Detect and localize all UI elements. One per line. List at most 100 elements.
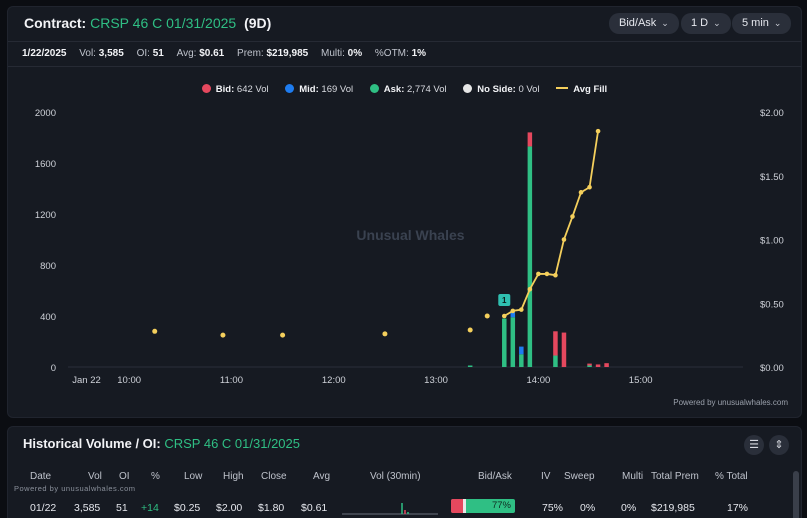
column-header[interactable]: % [151, 471, 160, 482]
column-header[interactable]: Avg [313, 471, 331, 482]
contract-title: Contract: CRSP 46 C 01/31/2025 (9D) [24, 15, 271, 31]
settings-sliders-icon[interactable]: ☰ [744, 435, 764, 455]
stats-multi-label: Multi: [320, 48, 345, 59]
x-tick-label: 10:00 [117, 375, 141, 386]
history-watermark: Powered by unusualwhales.com [14, 484, 136, 493]
legend-noside[interactable]: No Side: 0 Vol [463, 84, 540, 95]
legend-ask[interactable]: Ask: 2,774 Vol [369, 84, 447, 95]
bar-bid [561, 332, 567, 367]
interval-label: 5 min [742, 17, 769, 29]
column-header[interactable]: Date [30, 471, 52, 482]
historical-title: Historical Volume / OI: CRSP 46 C 01/31/… [23, 436, 300, 451]
stats-prem: $219,985 [266, 48, 309, 59]
range-label: 1 D [691, 17, 709, 29]
column-header[interactable]: Vol (30min) [370, 471, 421, 482]
y-left-tick-label: 1600 [35, 159, 56, 170]
y-right-tick-label: $1.50 [760, 172, 784, 183]
y-left-tick-label: 800 [40, 261, 56, 272]
legend-bid-value: 642 Vol [236, 84, 269, 95]
volume-chart[interactable]: Unusual Whales 0 400 800 1200 1600 2000 $0.00 $0… [8, 7, 803, 419]
y-left-tick-label: 2000 [35, 108, 56, 119]
column-header[interactable]: High [223, 471, 244, 482]
bid-portion [451, 499, 463, 513]
legend-mid[interactable]: Mid: 169 Vol [285, 84, 353, 95]
legend-mid-value: 169 Vol [321, 84, 354, 95]
cell-iv: 75% [542, 502, 564, 514]
cell-vol: 3,585 [74, 502, 101, 514]
column-header[interactable]: % Total [715, 471, 748, 482]
column-header[interactable]: Close [261, 471, 287, 482]
legend-bid[interactable]: Bid: 642 Vol [201, 84, 269, 95]
noside-dot-icon [463, 84, 473, 93]
bar-ask [587, 365, 592, 367]
column-header[interactable]: OI [119, 471, 130, 482]
column-header[interactable]: Multi [622, 471, 644, 482]
cell-pct: +14 [141, 502, 159, 514]
cell-avg: $0.61 [301, 502, 328, 514]
cell-multi: 0% [621, 502, 637, 514]
avg-fill-point [527, 286, 533, 292]
bidask-ratio-bar: 77% [451, 499, 515, 513]
y-right-tick-label: $1.00 [760, 236, 784, 247]
stats-otm-label: %OTM: [374, 48, 409, 59]
stats-date: 1/22/2025 [22, 48, 67, 59]
mid-portion [462, 499, 466, 513]
side-filter-label: Bid/Ask [619, 17, 657, 29]
bid-dot-icon [201, 84, 211, 93]
stats-oi-label: OI: [136, 48, 150, 59]
contract-symbol[interactable]: CRSP 46 C 01/31/2025 [90, 15, 237, 31]
x-tick-label: 12:00 [322, 375, 346, 386]
avg-fill-point [382, 331, 388, 337]
stats-oi: 51 [152, 48, 164, 59]
side-filter-dropdown[interactable]: Bid/Ask ⌄ [609, 13, 679, 34]
bar-bid [553, 331, 558, 356]
column-header[interactable]: IV [541, 471, 551, 482]
mid-dot-icon [285, 84, 295, 93]
stats-avg-label: Avg: [176, 48, 197, 59]
x-tick-label: 11:00 [220, 375, 243, 386]
cell-date: 01/22 [30, 502, 57, 514]
column-header[interactable]: Bid/Ask [478, 471, 512, 482]
column-header[interactable]: Sweep [564, 471, 595, 482]
avg-fill-point [553, 272, 558, 278]
x-tick-label: 14:00 [526, 375, 550, 386]
days-to-expiry: (9D) [244, 15, 272, 31]
avg-fill-point [536, 271, 541, 277]
chevron-down-icon: ⌄ [773, 18, 782, 28]
bar-ask [510, 317, 516, 367]
bar-mid [519, 346, 524, 355]
legend-avgfill[interactable]: Avg Fill [556, 84, 607, 95]
interval-dropdown[interactable]: 5 min ⌄ [732, 13, 792, 34]
bar-bid [527, 132, 533, 147]
avg-fill-point [152, 328, 158, 334]
avg-fill-point [519, 307, 524, 312]
cell-close: $1.80 [258, 502, 285, 514]
x-tick-label: 13:00 [424, 375, 448, 386]
avg-fill-point [501, 313, 507, 319]
bar-ask [502, 318, 507, 367]
stats-otm: 1% [411, 48, 427, 59]
contract-chart-panel: Contract: CRSP 46 C 01/31/2025 (9D) Bid/… [7, 6, 802, 418]
column-header[interactable]: Vol [88, 471, 102, 482]
column-header[interactable]: Low [184, 471, 203, 482]
column-header[interactable]: Total Prem [651, 471, 699, 482]
cell-high: $2.00 [216, 502, 243, 514]
powered-by-text[interactable]: Powered by unusualwhales.com [673, 398, 788, 407]
panel-header: Contract: CRSP 46 C 01/31/2025 (9D) Bid/… [8, 7, 801, 39]
y-left-tick-label: 1200 [35, 210, 56, 221]
legend-mid-label: Mid: [299, 84, 319, 95]
avg-fill-point [544, 271, 550, 277]
stats-avg: $0.61 [199, 48, 225, 59]
historical-title-label: Historical Volume / OI: [23, 436, 161, 451]
avg-fill-point [220, 332, 226, 338]
avg-fill-point [510, 308, 516, 314]
historical-volume-panel: Historical Volume / OI: CRSP 46 C 01/31/… [7, 426, 802, 518]
table-scrollbar[interactable] [793, 471, 799, 518]
expand-collapse-icon[interactable]: ⇕ [769, 435, 789, 455]
range-dropdown[interactable]: 1 D ⌄ [681, 13, 731, 34]
bar-bid [595, 364, 601, 367]
trade-marker-flag [498, 294, 511, 306]
chart-legend: Bid: 642 Vol Mid: 169 Vol Ask: 2,774 Vol… [8, 84, 801, 95]
stats-multi: 0% [347, 48, 363, 59]
historical-contract[interactable]: CRSP 46 C 01/31/2025 [164, 436, 300, 451]
